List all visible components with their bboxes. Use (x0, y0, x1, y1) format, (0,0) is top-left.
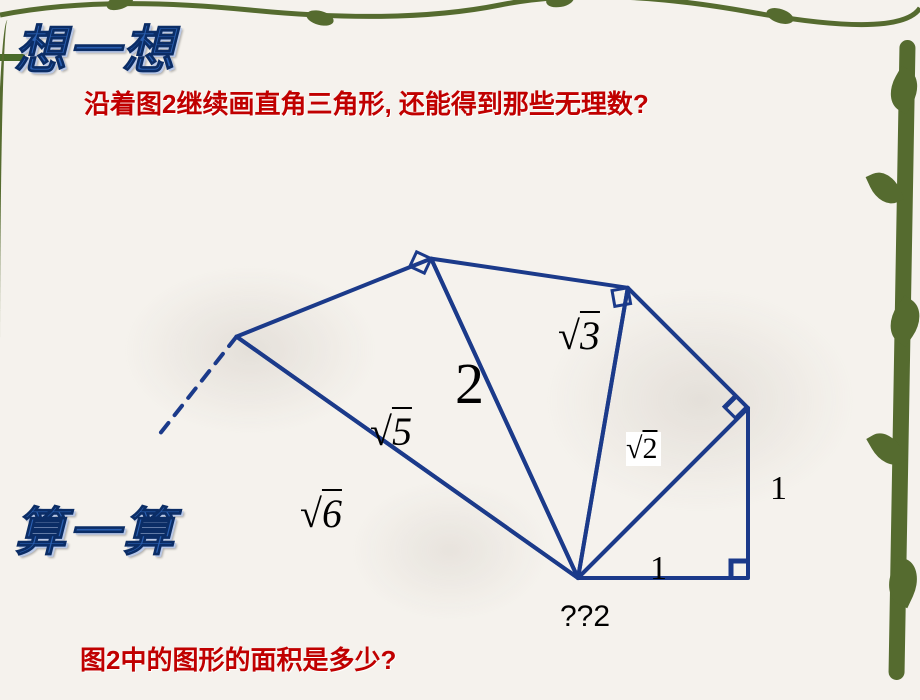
label-sqrt6: √6 (300, 490, 342, 537)
label-sqrt3: √3 (558, 312, 600, 359)
label-one-right: 1 (770, 470, 787, 508)
label-two: 2 (455, 350, 484, 417)
label-one-bottom: 1 (650, 550, 667, 588)
title-calculate: 算一算 (14, 490, 176, 565)
figure-caption: ??2 (560, 600, 610, 634)
question-area: 图2中的图形的面积是多少? (80, 640, 396, 677)
label-sqrt2: √2 (626, 432, 661, 466)
theodorus-spiral-diagram (0, 0, 920, 690)
label-sqrt5: √5 (370, 408, 412, 455)
